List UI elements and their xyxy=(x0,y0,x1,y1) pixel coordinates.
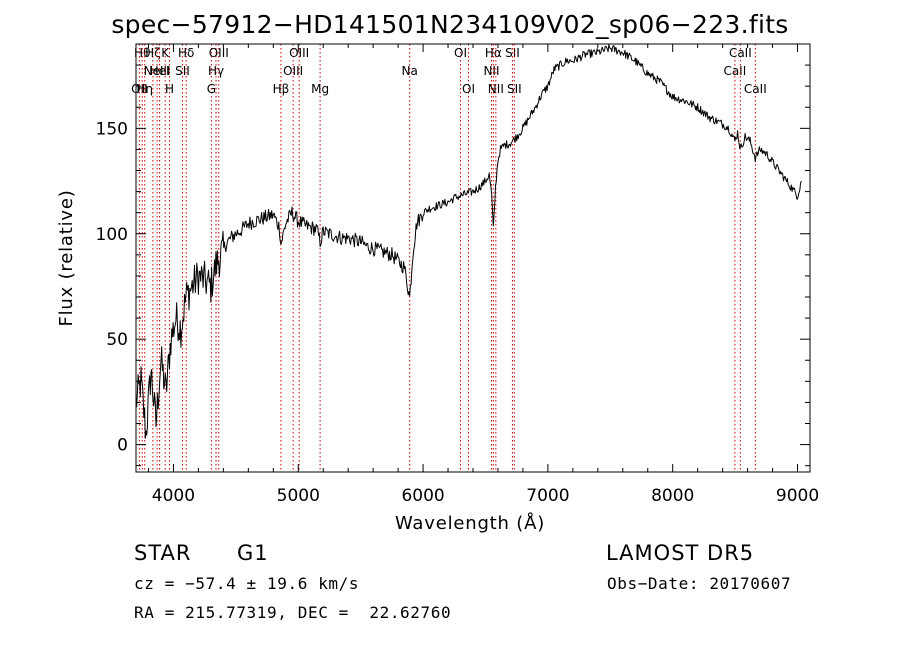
object-subclass: G1 xyxy=(237,541,269,565)
line-marker-label: HeI xyxy=(150,64,170,78)
line-marker-label: OIII xyxy=(283,64,303,78)
x-tick-label: 6000 xyxy=(401,486,444,506)
x-tick-label: 9000 xyxy=(776,486,819,506)
line-marker-label: Mg xyxy=(311,82,329,96)
chart-title: spec−57912−HD141501N234109V02_sp06−223.f… xyxy=(111,10,789,39)
x-tick-label: 5000 xyxy=(277,486,320,506)
line-marker-label: OI xyxy=(462,82,475,96)
y-tick-label: 50 xyxy=(106,330,128,350)
y-tick-label: 0 xyxy=(117,436,128,456)
line-marker-label: H xyxy=(165,82,174,96)
survey-name: LAMOST DR5 xyxy=(606,541,755,565)
line-marker-label: OIII xyxy=(289,46,309,60)
x-axis-label: Wavelength (Å) xyxy=(395,512,545,534)
y-tick-label: 150 xyxy=(96,119,128,139)
x-tick-label: 7000 xyxy=(526,486,569,506)
line-marker-label: Hδ xyxy=(178,46,194,60)
line-marker-label: OII xyxy=(131,82,148,96)
line-marker-label: K xyxy=(161,46,170,60)
line-marker-label: SII xyxy=(507,82,522,96)
line-marker-label: NeIII xyxy=(144,64,171,78)
line-marker-label: SII xyxy=(175,64,190,78)
x-tick-label: 8000 xyxy=(651,486,694,506)
y-tick-label: 100 xyxy=(96,225,128,245)
line-marker-label: NII xyxy=(488,82,504,96)
spectral-line-markers: OIIHθHηHζNeIIIHeIKHSIIHδGHγOIIIHβOIIIOII… xyxy=(131,44,767,472)
line-marker-label: Hθ xyxy=(134,46,150,60)
axis-ticks: 4000 5000 6000 7000 8000 9000 0 50 100 150 xyxy=(96,44,819,506)
line-marker-label: OIII xyxy=(209,46,229,60)
redshift-readout: cz = −57.4 ± 19.6 km/s xyxy=(134,574,360,593)
line-marker-label: NII xyxy=(483,64,499,78)
line-marker-label: OI xyxy=(454,46,467,60)
line-marker-label: Hα xyxy=(485,46,502,60)
line-marker-label: Hβ xyxy=(273,82,290,96)
line-marker-label: CaII xyxy=(729,46,752,60)
obs-date: Obs−Date: 20170607 xyxy=(607,574,792,593)
line-marker-label: SII xyxy=(505,46,520,60)
coordinates: RA = 215.77319, DEC = 22.62760 xyxy=(134,603,452,622)
line-marker-label: G xyxy=(207,82,216,96)
x-tick-label: 4000 xyxy=(152,486,195,506)
line-marker-label: CaII xyxy=(723,64,746,78)
line-marker-label: Hγ xyxy=(208,64,224,78)
spectrum-line xyxy=(135,44,802,439)
plot-frame xyxy=(135,43,811,473)
line-marker-label: Hη xyxy=(136,82,153,96)
line-marker-label: Hζ xyxy=(145,46,161,60)
line-marker-label: CaII xyxy=(744,82,767,96)
object-class: STAR xyxy=(134,541,192,565)
spectrum-series xyxy=(135,44,802,439)
line-marker-label: Na xyxy=(402,64,418,78)
y-axis-label: Flux (relative) xyxy=(56,189,77,326)
